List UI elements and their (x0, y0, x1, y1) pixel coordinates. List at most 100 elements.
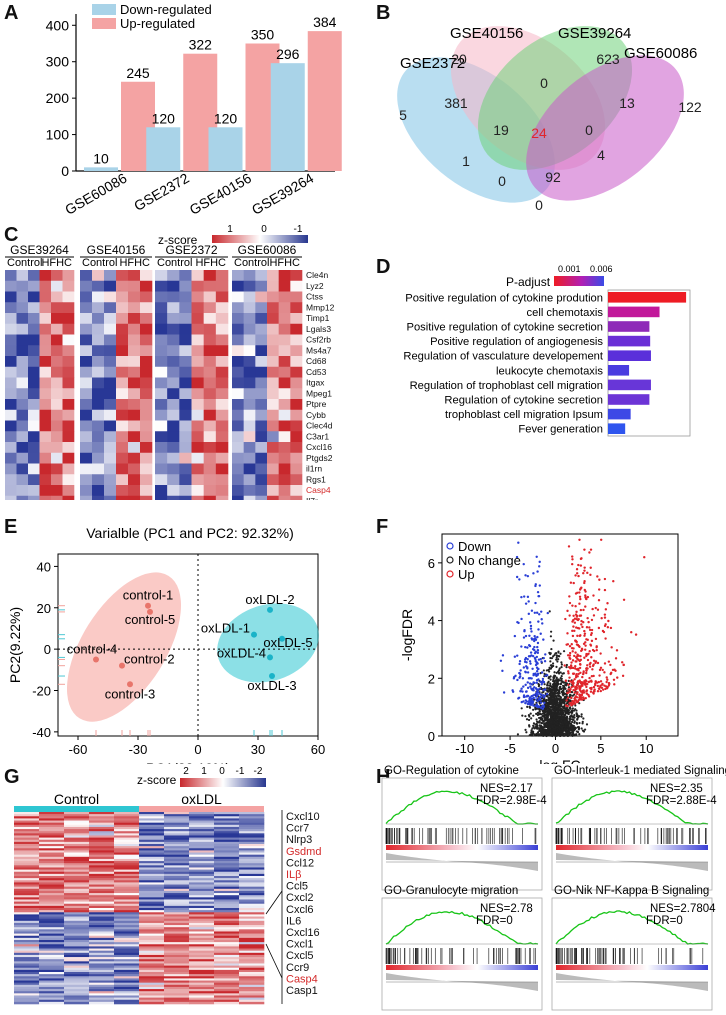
heatmap-cell (243, 323, 256, 335)
heatmap-cell (14, 948, 40, 951)
heatmap-cell (92, 431, 105, 443)
volcano-points (499, 538, 646, 738)
heatmap-cell (114, 824, 140, 828)
heatmap-cell (92, 474, 105, 486)
zscore-legend-tick: -1 (236, 766, 245, 777)
gsea-title: GO-Granulocyte migration (384, 885, 518, 897)
heatmap-cell (243, 377, 256, 389)
volcano-point-nochange (559, 730, 562, 733)
heatmap-cell (114, 959, 140, 962)
heatmap-cell (39, 925, 65, 928)
volcano-point-up (584, 605, 587, 608)
volcano-point-nochange (574, 727, 577, 731)
volcano-point-nochange (532, 724, 535, 727)
heatmap-cell (214, 933, 240, 937)
panel-letter-e: E (4, 516, 18, 538)
heatmap-cell (139, 925, 165, 928)
heatmap-cell (214, 969, 240, 973)
heatmap-cell (255, 452, 268, 464)
heatmap-cell (164, 918, 190, 922)
volcano-point-up (569, 581, 573, 584)
volcano-point-up (590, 656, 593, 659)
volcano-point-nochange (565, 701, 569, 705)
heatmap-cell (189, 952, 215, 956)
heatmap-cell (14, 863, 40, 866)
zscore-legend-tick: 0 (219, 766, 225, 777)
heatmap-cell (189, 903, 215, 907)
heatmap-cell (167, 485, 180, 497)
heatmap-cell (62, 442, 75, 454)
heatmap-cell (139, 978, 165, 981)
heatmap-cell (39, 950, 65, 954)
heatmap-cell (243, 463, 256, 475)
volcano-point-up (601, 682, 604, 686)
volcano-point-nochange (552, 716, 556, 719)
volcano-point-nochange (541, 733, 544, 736)
volcano-point-nochange (549, 708, 552, 711)
volcano-point-up (571, 650, 574, 653)
heatmap-cell (64, 863, 90, 866)
heatmap-cell (104, 291, 117, 303)
volcano-point-up (590, 639, 594, 643)
heatmap-cell (114, 888, 140, 892)
heatmap-cell (92, 495, 105, 500)
x-tick-label: GSE39264 (249, 170, 317, 218)
volcano-point-nochange (541, 714, 545, 718)
volcano-point-up (583, 629, 586, 633)
volcano-point-up (585, 669, 588, 672)
bar-down-regulated (270, 63, 305, 171)
heatmap-cell (164, 814, 190, 817)
volcano-point-up (578, 602, 581, 605)
volcano-point-up (592, 674, 595, 678)
volcano-point-nochange (554, 727, 557, 730)
volcano-point-nochange (552, 707, 555, 710)
volcano-point-up (575, 674, 578, 677)
volcano-point-nochange (550, 664, 553, 667)
heatmap-cell (239, 886, 265, 890)
volcano-point-up (579, 663, 582, 666)
volcano-point-up (603, 624, 607, 628)
heatmap-cell (243, 388, 256, 400)
volcano-point-down (522, 666, 526, 669)
volcano-point-up (592, 594, 595, 597)
heatmap-cell (89, 946, 115, 949)
heatmap-cell (14, 989, 40, 992)
heatmap-cell (164, 940, 190, 943)
heatmap-cell (164, 942, 190, 945)
volcano-point-up (579, 658, 583, 662)
volcano-point-up (586, 616, 589, 620)
heatmap-cell (215, 431, 229, 443)
volcano-point-up (621, 674, 625, 678)
venn-set-label: GSE40156 (450, 25, 523, 42)
volcano-point-up (576, 634, 579, 638)
heatmap-cell (189, 957, 215, 960)
heatmap-cell (128, 345, 141, 357)
heatmap-cell (16, 463, 29, 475)
volcano-point-down (534, 584, 537, 588)
volcano-point-nochange (550, 665, 554, 669)
volcano-point-down (533, 693, 536, 697)
volcano-point-down (526, 574, 530, 578)
heatmap-cell (80, 388, 93, 400)
volcano-point-nochange (560, 663, 563, 666)
heatmap-cell (39, 986, 65, 990)
heatmap-cell (189, 858, 215, 862)
heatmap-cell (239, 914, 265, 917)
heatmap-cell (290, 356, 303, 368)
volcano-point-nochange (530, 734, 534, 737)
volcano-point-nochange (563, 721, 567, 724)
heatmap-cell (39, 897, 65, 900)
venn-set-label: GSE39264 (558, 25, 631, 42)
heatmap-cell (51, 485, 63, 497)
heatmap-cell (39, 984, 65, 988)
volcano-point-down (515, 575, 519, 579)
heatmap-cell (64, 822, 90, 826)
volcano-point-nochange (558, 734, 561, 737)
heatmap-cell (14, 858, 40, 862)
heatmap-cell (214, 812, 240, 815)
heatmap-cell (114, 922, 140, 926)
heatmap-cell (116, 323, 129, 335)
volcano-point-up (568, 654, 572, 657)
heatmap-cell (62, 323, 75, 335)
